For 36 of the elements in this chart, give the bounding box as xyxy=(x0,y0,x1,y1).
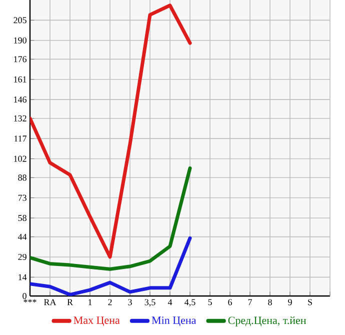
line-series xyxy=(30,4,192,259)
x-tick-label: 3,5 xyxy=(144,299,156,307)
line-series xyxy=(30,236,192,296)
legend-label: Сред.Цена, т.йен xyxy=(228,316,306,326)
x-tick-label: 7 xyxy=(248,299,252,306)
y-tick-label: 58 xyxy=(18,214,26,222)
x-tick-label: S xyxy=(308,299,312,306)
x-tick-label: 2 xyxy=(108,299,112,306)
y-tick-label: 44 xyxy=(18,234,27,240)
x-tick-label: 6 xyxy=(228,299,232,306)
x-tick-label: *** xyxy=(24,299,36,303)
y-tick-label: 146 xyxy=(14,96,27,103)
y-tick-label: 73 xyxy=(18,194,26,201)
x-tick-label: 8 xyxy=(268,299,272,306)
line-series xyxy=(30,166,192,271)
y-tick-label: 88 xyxy=(18,174,26,181)
x-tick-label: 9 xyxy=(288,299,292,306)
x-tick-label: 5 xyxy=(208,299,212,306)
legend-label: Min Цена xyxy=(152,316,196,326)
x-tick-label: 3 xyxy=(128,299,132,306)
y-tick-label: 205 xyxy=(14,17,26,24)
y-tick-label: 102 xyxy=(14,156,26,162)
x-tick-label: 4,5 xyxy=(184,299,196,307)
y-tick-label: 161 xyxy=(14,76,26,82)
x-tick-label: 4 xyxy=(168,299,172,306)
y-tick-label: 29 xyxy=(18,254,26,260)
y-tick-label: 176 xyxy=(14,56,27,62)
y-tick-label: 117 xyxy=(14,136,27,142)
x-tick-label: RA xyxy=(44,299,56,306)
legend-label: Max Цена xyxy=(74,316,120,326)
x-tick-label: 1 xyxy=(88,299,92,306)
y-tick-label: 0 xyxy=(22,292,26,300)
y-tick-label: 190 xyxy=(14,37,26,44)
x-tick-label: R xyxy=(67,299,73,306)
y-tick-label: 132 xyxy=(14,115,26,122)
y-tick-label: 14 xyxy=(18,274,27,280)
